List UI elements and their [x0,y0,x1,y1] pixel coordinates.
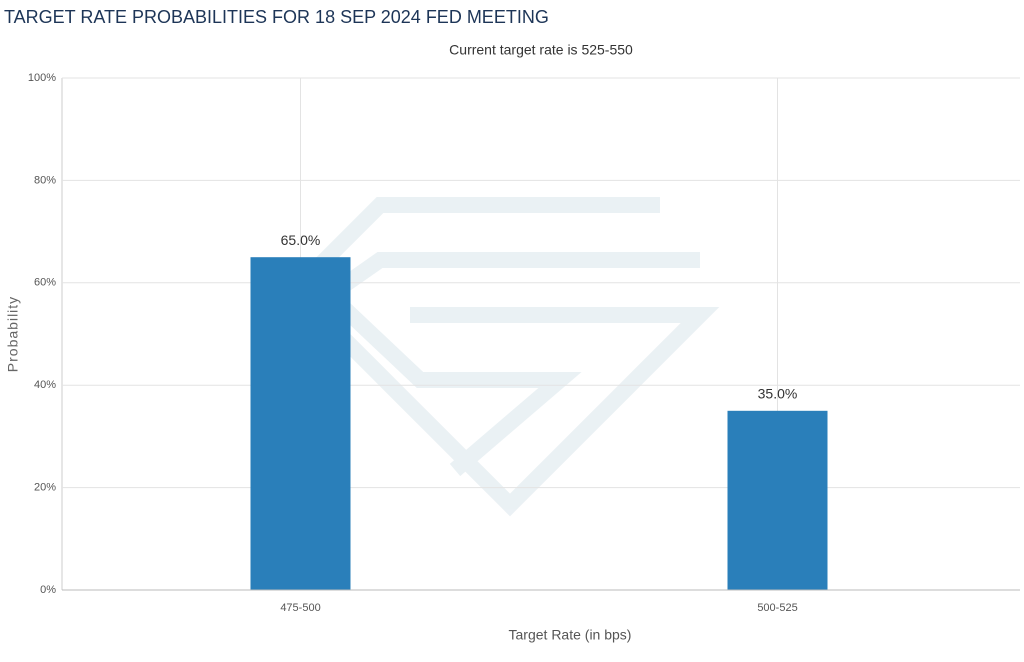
y-tick-label: 20% [34,482,56,494]
x-tick-label: 500-525 [757,602,797,614]
data-label: 65.0% [281,232,321,248]
chart-title: TARGET RATE PROBABILITIES FOR 18 SEP 202… [4,7,549,27]
y-axis-label: Probability [5,296,21,372]
data-label: 35.0% [758,386,798,402]
bar [250,257,351,590]
y-tick-label: 40% [34,379,56,391]
bar [727,410,828,590]
x-tick-label: 475-500 [280,602,320,614]
y-tick-label: 80% [34,174,56,186]
watermark [283,197,720,517]
x-axis-label: Target Rate (in bps) [509,627,632,643]
y-tick-label: 0% [40,584,56,596]
y-tick-label: 100% [28,72,56,84]
chart-subtitle: Current target rate is 525-550 [449,42,633,58]
y-tick-label: 60% [34,277,56,289]
